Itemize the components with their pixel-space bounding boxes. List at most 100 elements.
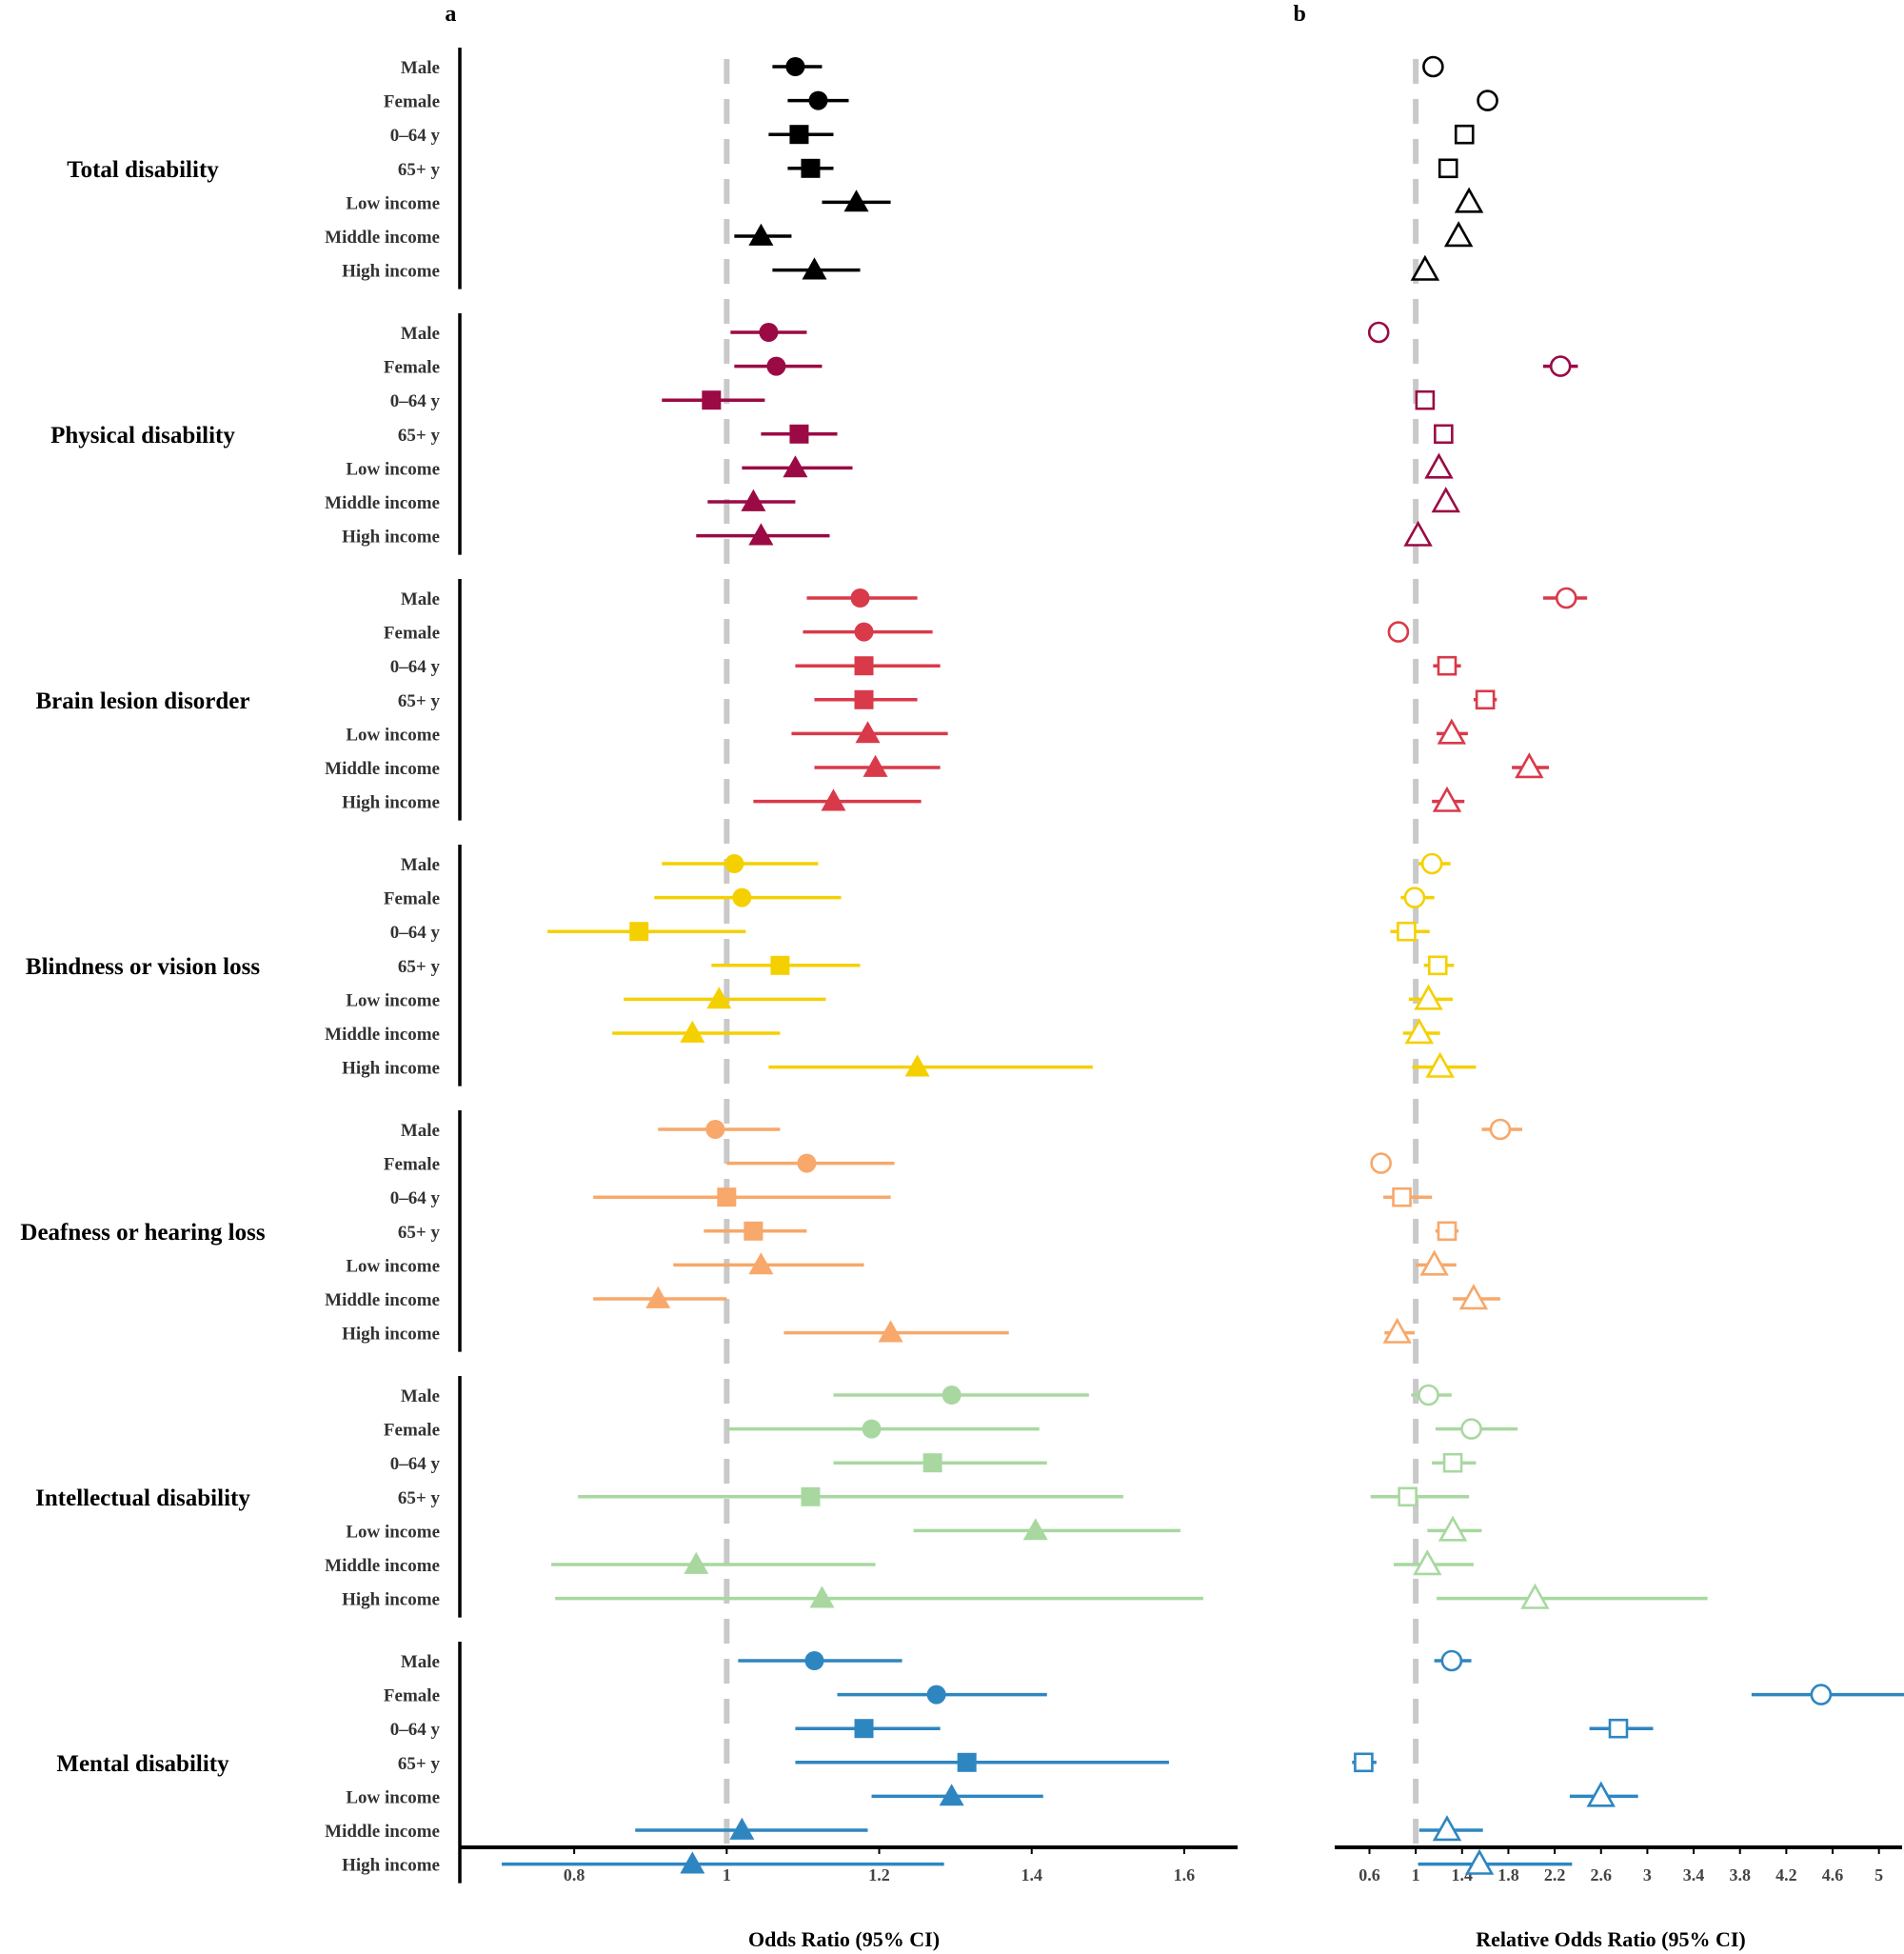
panel-b-total-disability-middle-income-point <box>1443 221 1474 248</box>
panel-b-total-disability-female-point <box>1477 90 1498 111</box>
panel-a-mental-disability-female-point <box>926 1685 946 1705</box>
panel-b-deafness-or-hearing-loss-0-64-y-point <box>1392 1186 1412 1207</box>
panel-a-blindness-or-vision-loss-middle-income-point <box>680 1020 705 1043</box>
panel-b-physical-disability-middle-income-point <box>1431 487 1460 513</box>
row-label-total-disability-low-income: Low income <box>346 193 440 213</box>
row-label-deafness-or-hearing-loss-high-income: High income <box>342 1325 440 1345</box>
panel-a-blindness-or-vision-loss-male-point <box>724 854 744 873</box>
panel-a-tick-label-1-6: 1.6 <box>1174 1865 1196 1884</box>
panel-b-total-disability-high-income-point <box>1410 254 1440 281</box>
panel-b-letter: b <box>1293 2 1305 27</box>
row-label-blindness-or-vision-loss-low-income: Low income <box>346 990 440 1010</box>
panel-b-tick-label-1-4: 1.4 <box>1452 1865 1474 1884</box>
panel-a-intellectual-disability-middle-income-point <box>684 1551 709 1574</box>
row-label-mental-disability-middle-income: Middle income <box>325 1822 440 1842</box>
row-label-mental-disability-0-64-y: 0–64 y <box>390 1720 441 1740</box>
panel-b-blindness-or-vision-loss-middle-income-point <box>1404 1018 1435 1045</box>
row-label-brain-lesion-disorder-0-64-y: 0–64 y <box>390 657 441 677</box>
panel-b-physical-disability-low-income-point <box>1424 452 1454 479</box>
panel-b-physical-disability-65-y-point <box>1434 424 1454 445</box>
panel-b-mental-disability-0-64-y-point <box>1608 1718 1629 1739</box>
panel-b-tick-label-2-6: 2.6 <box>1591 1865 1613 1884</box>
row-label-deafness-or-hearing-loss-low-income: Low income <box>346 1256 440 1276</box>
panel-b-tick-label-3: 3 <box>1643 1865 1652 1884</box>
row-label-brain-lesion-disorder-low-income: Low income <box>346 725 440 745</box>
panel-a-mental-disability-low-income-point <box>939 1784 964 1806</box>
panel-b-brain-lesion-disorder-high-income-point <box>1432 786 1462 812</box>
row-label-blindness-or-vision-loss-high-income: High income <box>342 1059 440 1079</box>
panel-a-physical-disability-65-y-point <box>789 424 809 444</box>
row-label-deafness-or-hearing-loss-0-64-y: 0–64 y <box>390 1188 441 1208</box>
panel-b-brain-lesion-disorder-female-point <box>1387 621 1410 643</box>
row-label-physical-disability-0-64-y: 0–64 y <box>390 391 441 411</box>
panel-a-total-disability-high-income-point <box>802 257 827 280</box>
row-label-physical-disability-high-income: High income <box>342 528 440 548</box>
row-label-physical-disability-male: Male <box>401 324 440 344</box>
panel-b-tick-label-5: 5 <box>1874 1865 1883 1884</box>
row-label-intellectual-disability-high-income: High income <box>342 1590 440 1610</box>
panel-b-mental-disability-female-point <box>1810 1684 1833 1705</box>
row-label-physical-disability-low-income: Low income <box>346 459 440 479</box>
panel-b-blindness-or-vision-loss-low-income-point <box>1414 984 1443 1010</box>
row-label-total-disability-0-64-y: 0–64 y <box>390 126 441 146</box>
panel-b-mental-disability-male-point <box>1440 1649 1463 1672</box>
panel-a-deafness-or-hearing-loss-65-y-point <box>744 1221 764 1241</box>
panel-b-tick-label-3-4: 3.4 <box>1683 1865 1705 1884</box>
panel-b-mental-disability-middle-income-point <box>1432 1815 1462 1842</box>
panel-b-x-axis-title: Relative Odds Ratio (95% CI) <box>1476 1927 1746 1951</box>
row-label-deafness-or-hearing-loss-middle-income: Middle income <box>325 1290 440 1310</box>
panel-a-blindness-or-vision-loss-high-income-point <box>904 1054 930 1077</box>
panel-a-mental-disability-male-point <box>804 1651 824 1670</box>
panel-b-mental-disability-65-y-point <box>1354 1752 1374 1773</box>
row-label-brain-lesion-disorder-female: Female <box>384 624 440 644</box>
row-label-intellectual-disability-low-income: Low income <box>346 1522 440 1542</box>
panel-b-intellectual-disability-0-64-y-point <box>1442 1452 1463 1473</box>
group-label-total-disability: Total disability <box>67 157 219 183</box>
row-label-brain-lesion-disorder-male: Male <box>401 589 440 609</box>
panel-b-deafness-or-hearing-loss-male-point <box>1489 1118 1512 1141</box>
panel-a-total-disability-0-64-y-point <box>789 125 809 145</box>
panel-a-total-disability-65-y-point <box>801 158 821 178</box>
row-label-mental-disability-low-income: Low income <box>346 1787 440 1807</box>
panel-a-brain-lesion-disorder-low-income-point <box>855 721 881 744</box>
panel-b-physical-disability-high-income-point <box>1403 520 1433 547</box>
row-label-blindness-or-vision-loss-male: Male <box>401 855 440 875</box>
panel-a-physical-disability-female-point <box>766 356 786 376</box>
group-label-intellectual-disability: Intellectual disability <box>35 1485 250 1511</box>
panel-a-intellectual-disability-female-point <box>862 1419 882 1439</box>
panel-b-tick-label-2-2: 2.2 <box>1544 1865 1566 1884</box>
panel-b-total-disability-65-y-point <box>1438 158 1458 179</box>
panel-a-total-disability-middle-income-point <box>748 223 774 246</box>
row-label-total-disability-female: Female <box>384 92 440 112</box>
panel-a-mental-disability-middle-income-point <box>729 1817 755 1840</box>
panel-a-deafness-or-hearing-loss-male-point <box>705 1120 725 1139</box>
row-label-deafness-or-hearing-loss-male: Male <box>401 1121 440 1141</box>
panel-a-total-disability-male-point <box>785 57 805 76</box>
panel-a-tick-label-1-4: 1.4 <box>1021 1865 1042 1884</box>
panel-b-tick-label-4-2: 4.2 <box>1775 1865 1797 1884</box>
row-label-mental-disability-female: Female <box>384 1686 440 1706</box>
panel-b-tick-label-0-6: 0.6 <box>1359 1865 1380 1884</box>
panel-a-intellectual-disability-high-income-point <box>809 1585 835 1608</box>
panel-b-total-disability-low-income-point <box>1454 187 1484 213</box>
panel-a-mental-disability-high-income-point <box>680 1851 705 1874</box>
panel-a-x-axis-title: Odds Ratio (95% CI) <box>748 1927 940 1951</box>
panel-b-intellectual-disability-male-point <box>1418 1384 1439 1406</box>
row-label-brain-lesion-disorder-middle-income: Middle income <box>325 759 440 779</box>
panel-a-brain-lesion-disorder-high-income-point <box>821 788 846 811</box>
panel-a-intellectual-disability-low-income-point <box>1022 1518 1048 1541</box>
group-label-physical-disability: Physical disability <box>50 423 235 449</box>
group-label-brain-lesion-disorder: Brain lesion disorder <box>35 688 249 714</box>
panel-b-intellectual-disability-high-income-point <box>1520 1583 1550 1609</box>
row-label-total-disability-male: Male <box>401 58 440 78</box>
panel-a-physical-disability-0-64-y-point <box>702 390 722 410</box>
panel-b-intellectual-disability-65-y-point <box>1398 1486 1418 1507</box>
panel-b-tick-label-3-8: 3.8 <box>1729 1865 1751 1884</box>
panel-b-blindness-or-vision-loss-female-point <box>1403 887 1426 908</box>
row-label-total-disability-65-y: 65+ y <box>398 160 441 180</box>
panel-a-blindness-or-vision-loss-65-y-point <box>770 955 790 975</box>
panel-a: a 0.8 1 1.2 1.4 1.6 Odds Ratio (95% CI) <box>445 2 1238 1951</box>
panel-b-brain-lesion-disorder-low-income-point <box>1437 718 1467 745</box>
panel-b-intellectual-disability-middle-income-point <box>1413 1549 1442 1576</box>
